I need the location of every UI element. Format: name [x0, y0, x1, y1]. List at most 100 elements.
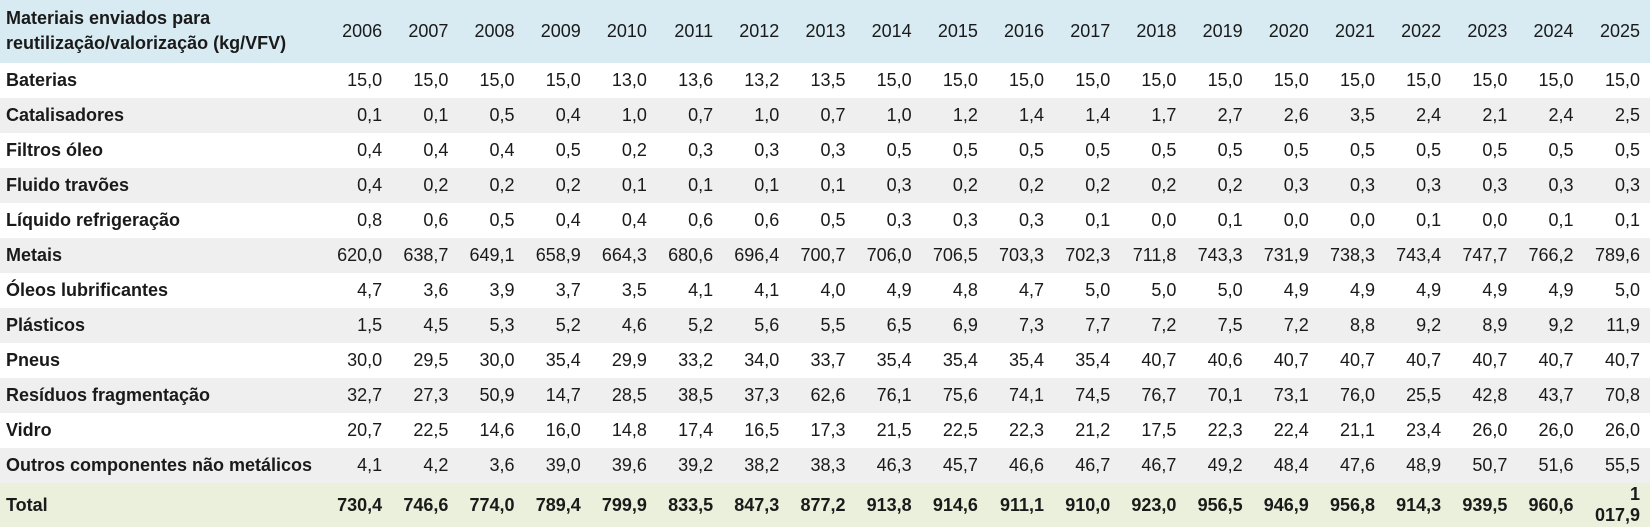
- value-cell: 0,1: [820, 175, 846, 195]
- header-row: Materiais enviados para reutilização/val…: [0, 0, 1650, 63]
- value-cell: 0,4: [357, 140, 383, 160]
- value-cell: 5,0: [1217, 280, 1243, 300]
- value-cell: 30,0: [479, 350, 515, 370]
- value-cell: 0,0: [1283, 210, 1309, 230]
- value-cell: 0,5: [555, 140, 581, 160]
- value-cell: 50,9: [479, 385, 515, 405]
- value-cell: 696,4: [734, 245, 780, 265]
- value-cell: 0,1: [1217, 210, 1243, 230]
- total-value-cell: 774,0: [469, 494, 515, 515]
- value-cell: 1,2: [952, 105, 978, 125]
- value-cell: 0,4: [621, 210, 647, 230]
- column-header-year: 2015: [921, 0, 988, 63]
- column-header-year: 2009: [524, 0, 591, 63]
- table-row: Metais 620,0 638,7 649,1 658,9 664,3 680,6 696,…: [0, 238, 1650, 273]
- table-header: Materiais enviados para reutilização/val…: [0, 0, 1650, 63]
- total-value-cell: 910,0: [1065, 494, 1111, 515]
- value-cell: 40,7: [1472, 350, 1508, 370]
- value-cell: 4,5: [423, 315, 449, 335]
- value-cell: 1,4: [1085, 105, 1111, 125]
- value-cell: 76,1: [876, 385, 912, 405]
- value-cell: 15,0: [1207, 70, 1243, 90]
- value-cell: 2,6: [1283, 105, 1309, 125]
- value-cell: 22,5: [413, 420, 449, 440]
- value-cell: 1,4: [1019, 105, 1045, 125]
- total-value-cell: 799,9: [601, 494, 647, 515]
- value-cell: 35,4: [942, 350, 978, 370]
- row-label: Fluido travões: [6, 175, 130, 195]
- table-row: Resíduos fragmentação 32,7 27,3 50,9 14,7 28,…: [0, 378, 1650, 413]
- value-cell: 76,7: [1141, 385, 1177, 405]
- value-cell: 0,5: [1019, 140, 1045, 160]
- value-cell: 46,6: [1009, 455, 1045, 475]
- value-cell: 700,7: [800, 245, 846, 265]
- value-cell: 0,3: [886, 210, 912, 230]
- total-value-cell: 923,0: [1131, 494, 1177, 515]
- value-cell: 0,5: [820, 210, 846, 230]
- value-cell: 0,5: [1482, 140, 1508, 160]
- value-cell: 7,5: [1217, 315, 1243, 335]
- value-cell: 15,0: [1273, 70, 1309, 90]
- value-cell: 15,0: [545, 70, 581, 90]
- value-cell: 747,7: [1462, 245, 1508, 265]
- column-header-year: 2011: [656, 0, 724, 63]
- total-value-cell: 960,6: [1528, 494, 1574, 515]
- row-label: Metais: [6, 245, 63, 265]
- value-cell: 37,3: [744, 385, 780, 405]
- value-cell: 15,0: [1406, 70, 1442, 90]
- value-cell: 0,5: [886, 140, 912, 160]
- value-cell: 8,9: [1482, 315, 1508, 335]
- value-cell: 0,7: [820, 105, 846, 125]
- value-cell: 13,6: [678, 70, 714, 90]
- value-cell: 0,5: [952, 140, 978, 160]
- value-cell: 4,0: [820, 280, 846, 300]
- value-cell: 0,2: [1217, 175, 1243, 195]
- value-cell: 0,2: [1019, 175, 1045, 195]
- value-cell: 0,2: [555, 175, 581, 195]
- value-cell: 4,9: [886, 280, 912, 300]
- value-cell: 0,5: [489, 105, 515, 125]
- value-cell: 0,1: [357, 105, 383, 125]
- value-cell: 0,8: [357, 210, 383, 230]
- table-row: Baterias 15,0 15,0 15,0 15,0 13,0 13,6 13,2 13,5…: [0, 63, 1650, 98]
- total-value-cell: 746,6: [403, 494, 449, 515]
- value-cell: 0,6: [754, 210, 780, 230]
- value-cell: 7,2: [1151, 315, 1177, 335]
- value-cell: 13,5: [810, 70, 846, 90]
- value-cell: 2,5: [1614, 105, 1640, 125]
- column-header-year: 2017: [1054, 0, 1121, 63]
- value-cell: 4,9: [1548, 280, 1574, 300]
- value-cell: 4,9: [1349, 280, 1375, 300]
- table-row: Óleos lubrificantes 4,7 3,6 3,9 3,7 3,5 4,1 4,1…: [0, 273, 1650, 308]
- value-cell: 15,0: [1339, 70, 1375, 90]
- value-cell: 16,5: [744, 420, 780, 440]
- column-header-year: 2012: [723, 0, 790, 63]
- value-cell: 45,7: [942, 455, 978, 475]
- value-cell: 30,0: [347, 350, 383, 370]
- value-cell: 46,3: [876, 455, 912, 475]
- value-cell: 14,8: [611, 420, 647, 440]
- value-cell: 8,8: [1349, 315, 1375, 335]
- column-header-year: 2006: [326, 0, 393, 63]
- value-cell: 0,3: [1416, 175, 1442, 195]
- value-cell: 17,5: [1141, 420, 1177, 440]
- table-body: Baterias 15,0 15,0 15,0 15,0 13,0 13,6 13,2 13,5…: [0, 63, 1650, 527]
- value-cell: 5,2: [555, 315, 581, 335]
- value-cell: 0,4: [555, 105, 581, 125]
- value-cell: 15,0: [1141, 70, 1177, 90]
- value-cell: 42,8: [1472, 385, 1508, 405]
- value-cell: 33,7: [810, 350, 846, 370]
- row-label: Baterias: [6, 70, 78, 90]
- value-cell: 731,9: [1263, 245, 1309, 265]
- value-cell: 49,2: [1207, 455, 1243, 475]
- value-cell: 47,6: [1339, 455, 1375, 475]
- value-cell: 76,0: [1339, 385, 1375, 405]
- row-label: Óleos lubrificantes: [6, 280, 169, 300]
- total-value-cell: 877,2: [800, 494, 846, 515]
- value-cell: 70,1: [1207, 385, 1243, 405]
- total-value-cell: 914,6: [932, 494, 978, 515]
- value-cell: 40,7: [1273, 350, 1309, 370]
- value-cell: 1,0: [754, 105, 780, 125]
- value-cell: 0,5: [1614, 140, 1640, 160]
- value-cell: 1,5: [357, 315, 383, 335]
